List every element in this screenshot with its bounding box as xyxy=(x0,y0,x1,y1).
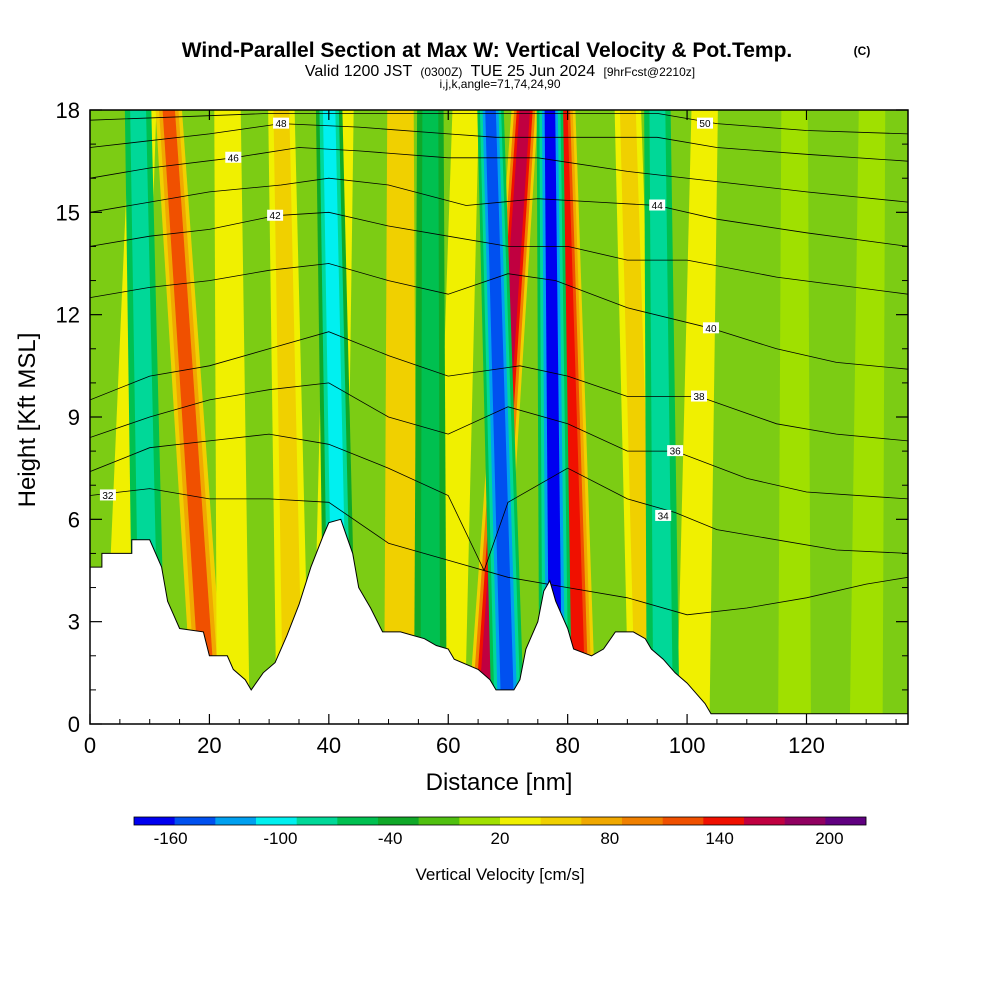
valid-time-line: Valid 1200 JST (0300Z) TUE 25 Jun 2024 [… xyxy=(305,63,695,80)
forecast-info: [9hrFcst@2210z] xyxy=(604,65,696,79)
downdraft-band-3-layer-3 xyxy=(485,110,515,724)
x-tick-label-2: 40 xyxy=(317,733,341,758)
colorbar-swatch-1 xyxy=(174,817,216,825)
colorbar-swatch-7 xyxy=(418,817,460,825)
updraft-band-3-layer-1 xyxy=(273,110,303,724)
colorbar-tick-label-6: 200 xyxy=(815,829,843,848)
downdraft-band-2-layer-1 xyxy=(420,110,441,724)
valid-utc: (0300Z) xyxy=(420,65,462,79)
colorbar-tick-label-1: -100 xyxy=(263,829,297,848)
plot-area: 32 34 36 38 40 42 44 46 48 50 xyxy=(90,110,908,724)
contour-label-36: 36 xyxy=(670,447,682,458)
contour-label-42: 42 xyxy=(270,211,282,222)
colorbar-tick-label-3: 20 xyxy=(491,829,510,848)
colorbar-frame xyxy=(133,816,867,826)
colorbar-swatch-9 xyxy=(500,817,541,825)
contour-label-38: 38 xyxy=(693,392,705,403)
theta-contour-42 xyxy=(90,211,908,295)
terrain-mask xyxy=(90,518,908,724)
updraft-band-1-layer-2 xyxy=(162,110,218,724)
updraft-band-5-layer-0 xyxy=(384,110,417,724)
colorbar-swatch-16 xyxy=(784,817,826,825)
contour-label-bg-36 xyxy=(667,445,684,457)
y-axis-label: Height [Kft MSL] xyxy=(14,333,41,508)
y-tick-label-2: 6 xyxy=(68,507,80,532)
downdraft-band-4-layer-3 xyxy=(544,110,563,724)
contour-label-bg-38 xyxy=(691,390,708,402)
downdraft-band-5-layer-1 xyxy=(649,110,674,724)
section-params: i,j,k,angle=71,74,24,90 xyxy=(439,77,560,91)
colorbar-swatch-15 xyxy=(744,817,785,825)
contour-label-bg-42 xyxy=(267,209,284,221)
updraft-band-11-layer-0 xyxy=(778,110,811,724)
theta-contour-38 xyxy=(90,331,908,442)
theta-contour-36 xyxy=(90,382,908,500)
x-tick-label-6: 120 xyxy=(788,733,825,758)
colorbar-tick-label-2: -40 xyxy=(378,829,403,848)
contour-label-bg-34 xyxy=(655,509,672,521)
x-tick-label-4: 80 xyxy=(555,733,579,758)
contour-label-50: 50 xyxy=(699,119,711,130)
contour-label-bg-32 xyxy=(99,489,116,501)
contour-label-44: 44 xyxy=(652,201,664,212)
colorbar-tick-label-0: -160 xyxy=(154,829,188,848)
theta-contour-32 xyxy=(90,488,908,616)
theta-contour-40 xyxy=(90,263,908,370)
colorbar-label: Vertical Velocity [cm/s] xyxy=(415,865,584,884)
x-tick-label-1: 20 xyxy=(197,733,221,758)
chart-title: Wind-Parallel Section at Max W: Vertical… xyxy=(182,39,793,62)
contour-label-32: 32 xyxy=(102,491,114,502)
colorbar-swatch-8 xyxy=(459,817,501,825)
copyright-mark: (C) xyxy=(854,44,871,58)
colorbar-swatch-12 xyxy=(622,817,663,825)
theta-contour-48 xyxy=(90,123,908,162)
colorbar-swatch-14 xyxy=(703,817,745,825)
contour-label-40: 40 xyxy=(705,324,717,335)
colorbar: -160 -100 -40 20 80 140 200 xyxy=(133,816,867,848)
theta-contour-44 xyxy=(90,177,908,247)
colorbar-swatch-4 xyxy=(296,817,338,825)
colorbar-swatch-10 xyxy=(540,817,582,825)
y-tick-label-1: 3 xyxy=(68,610,80,635)
contour-label-bg-40 xyxy=(702,322,719,334)
x-tick-label-0: 0 xyxy=(84,733,96,758)
contour-label-48: 48 xyxy=(276,119,288,130)
colorbar-tick-label-5: 140 xyxy=(705,829,733,848)
y-tick-label-6: 18 xyxy=(56,98,80,123)
updraft-band-2-layer-0 xyxy=(214,110,250,724)
contour-label-34: 34 xyxy=(658,511,670,522)
x-axis-label: Distance [nm] xyxy=(426,769,573,796)
x-tick-label-5: 100 xyxy=(669,733,706,758)
x-tick-label-3: 60 xyxy=(436,733,460,758)
theta-contour-34 xyxy=(90,433,908,572)
y-tick-label-0: 0 xyxy=(68,712,80,737)
contour-label-bg-50 xyxy=(696,117,713,129)
colorbar-swatch-6 xyxy=(378,817,419,825)
updraft-band-12-layer-0 xyxy=(849,110,886,724)
colorbar-swatch-5 xyxy=(337,817,379,825)
colorbar-swatch-2 xyxy=(215,817,257,825)
valid-prefix: Valid 1200 JST xyxy=(305,63,413,80)
contour-label-46: 46 xyxy=(228,153,240,164)
y-tick-label-5: 15 xyxy=(56,200,80,225)
contour-label-bg-46 xyxy=(225,151,242,163)
colorbar-swatch-13 xyxy=(662,817,704,825)
y-tick-label-3: 9 xyxy=(68,405,80,430)
colorbar-tick-label-4: 80 xyxy=(600,829,619,848)
theta-contours: 32 34 36 38 40 42 44 46 48 50 xyxy=(90,113,908,616)
updraft-band-10-layer-0 xyxy=(676,110,718,724)
valid-date: TUE 25 Jun 2024 xyxy=(471,63,596,80)
theta-contour-46 xyxy=(90,147,908,203)
theta-contour-50 xyxy=(90,113,908,135)
contour-label-bg-48 xyxy=(273,117,290,129)
y-tick-label-4: 12 xyxy=(56,303,80,328)
contour-label-bg-44 xyxy=(649,199,666,211)
colorbar-swatch-17 xyxy=(825,817,867,825)
colorbar-swatch-0 xyxy=(134,817,175,825)
colorbar-swatch-11 xyxy=(581,817,623,825)
colorbar-swatch-3 xyxy=(256,817,297,825)
